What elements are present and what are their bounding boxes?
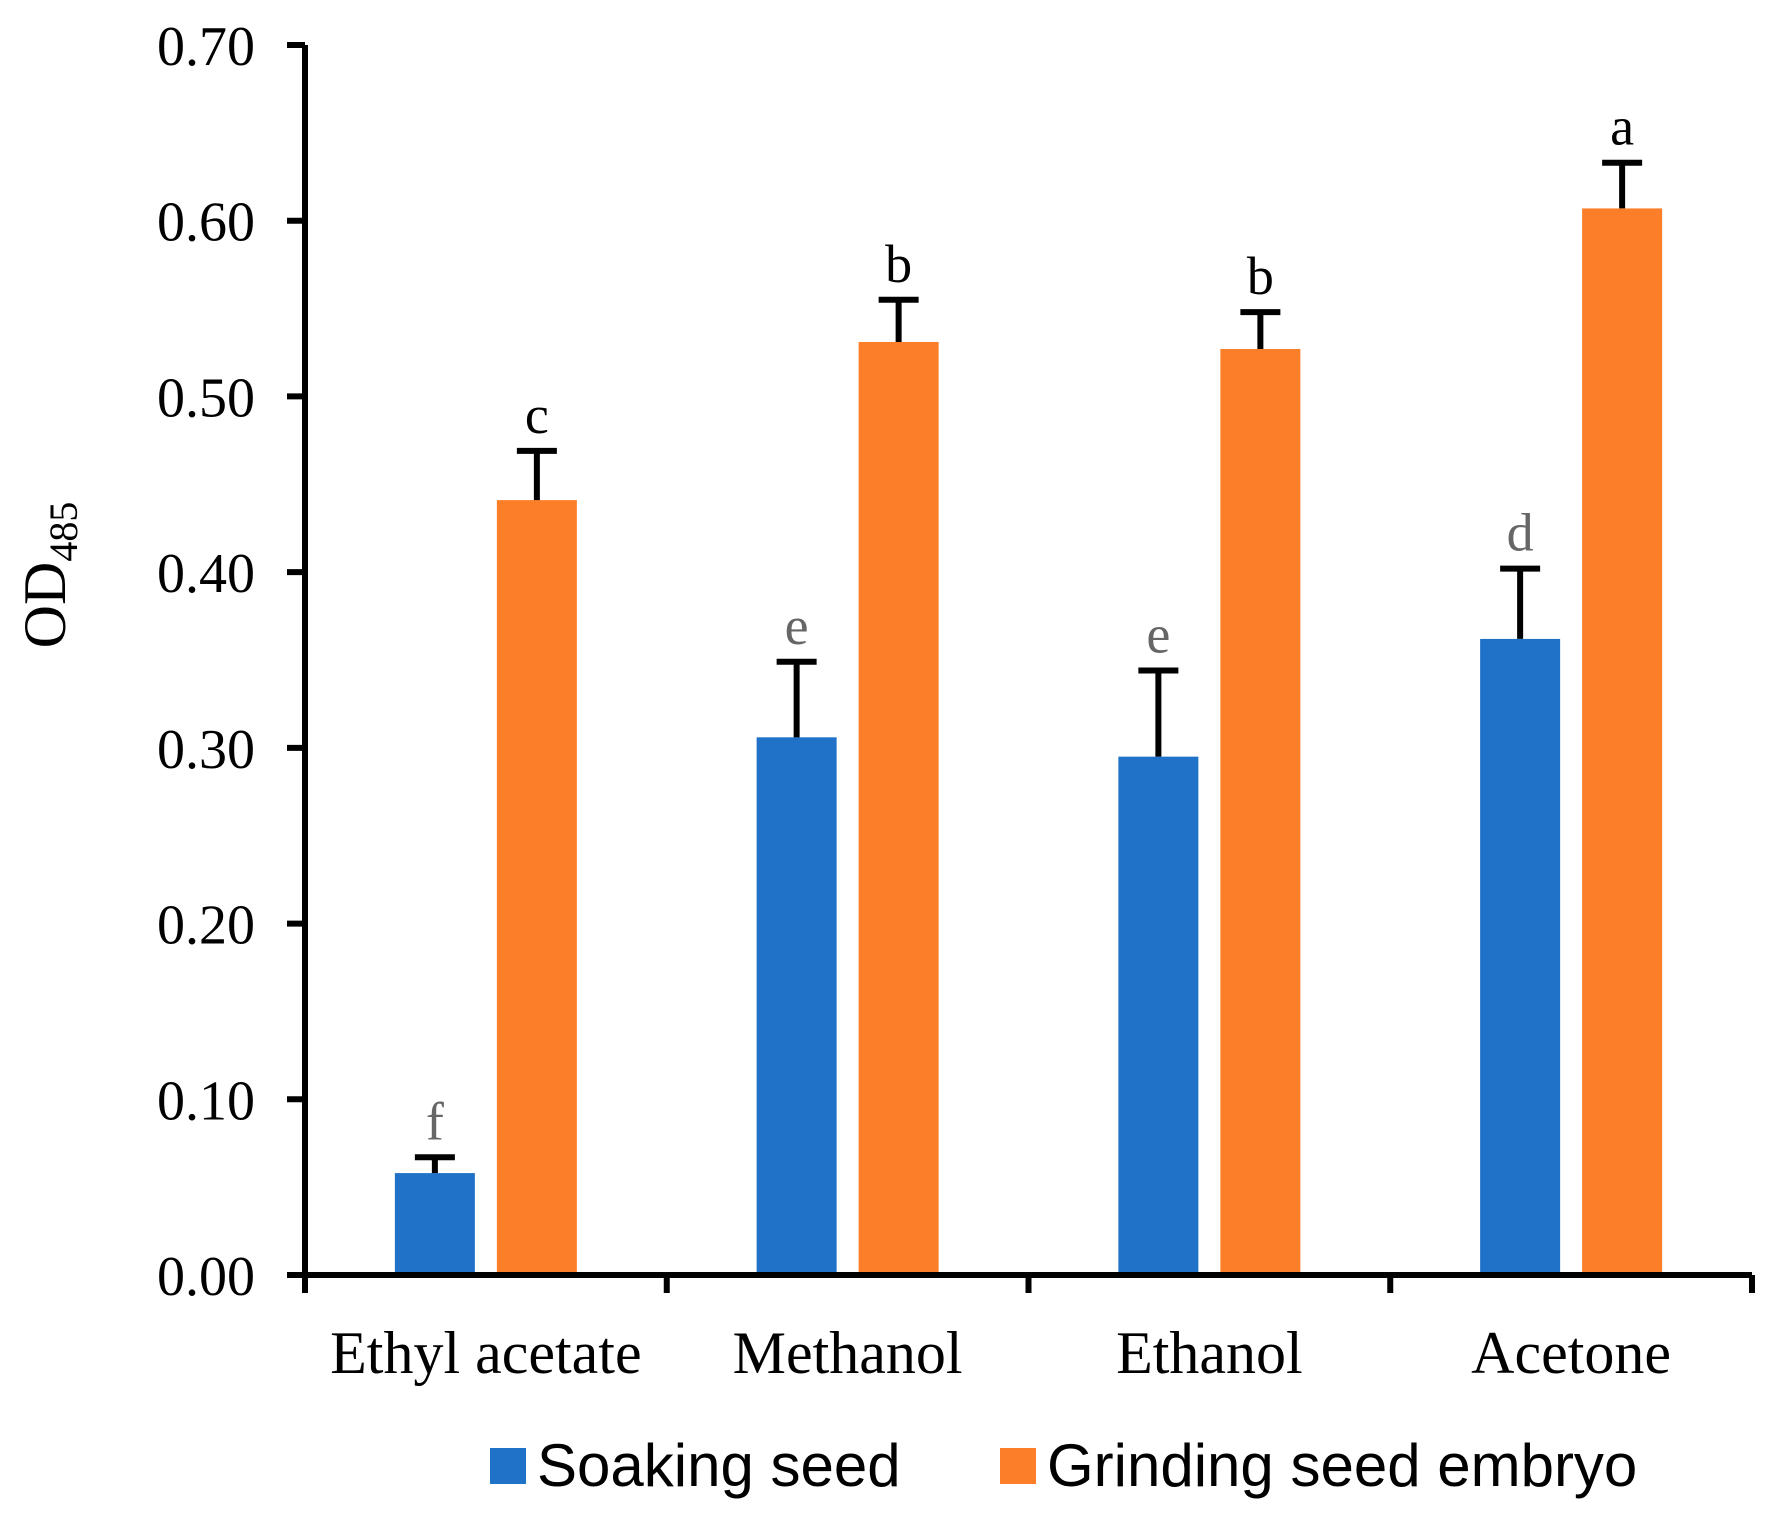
significance-letter: a [1610,97,1634,157]
x-tick-label: Ethyl acetate [330,1320,641,1386]
y-tick-label: 0.30 [157,719,255,781]
significance-letter: b [885,234,912,294]
legend-swatch-grinding [1000,1448,1036,1484]
y-axis-label: OD485 [12,502,86,649]
error-bars-layer [414,159,1643,1174]
significance-letter: d [1507,503,1534,563]
labels-layer: f c Ethyl acetate e b Methanol e b Ethanol d a Acet… [12,16,1671,1386]
y-tick-label: 0.50 [157,367,255,429]
significance-letter: e [785,596,809,656]
y-tick-label: 0.70 [157,16,255,78]
significance-letter: b [1247,246,1274,306]
legend: Soaking seed Grinding seed embryo [490,1432,1637,1499]
legend-label-soaking: Soaking seed [537,1432,901,1499]
legend-label-grinding: Grinding seed embryo [1047,1432,1637,1499]
y-tick-label: 0.60 [157,192,255,254]
significance-letter: c [525,385,549,445]
bar-ethanol-grinding [1220,348,1301,1275]
axes-layer [287,42,1755,1293]
x-tick-label: Methanol [733,1320,963,1386]
bar-methanol-grinding [858,341,939,1275]
y-tick-label: 0.10 [157,1070,255,1132]
y-tick-label: 0.00 [157,1246,255,1308]
bar-acetone-soaking [1480,638,1561,1275]
significance-letter: f [426,1091,444,1151]
bar-acetone-grinding [1582,208,1663,1275]
bar-methanol-soaking [756,737,837,1275]
y-axis-label-subscript: 485 [41,502,86,562]
y-tick-label: 0.40 [157,543,255,605]
y-axis-label-main: OD [12,562,78,649]
bar-ethanol-soaking [1118,756,1199,1275]
y-tick-label: 0.20 [157,895,255,957]
x-tick-label: Acetone [1471,1320,1671,1386]
bar-ethyl-acetate-grinding [496,500,577,1276]
x-tick-label: Ethanol [1116,1320,1303,1386]
bar-ethyl-acetate-soaking [394,1173,475,1275]
legend-swatch-soaking [490,1448,526,1484]
significance-letter: e [1146,605,1170,665]
bars-layer [394,208,1663,1276]
